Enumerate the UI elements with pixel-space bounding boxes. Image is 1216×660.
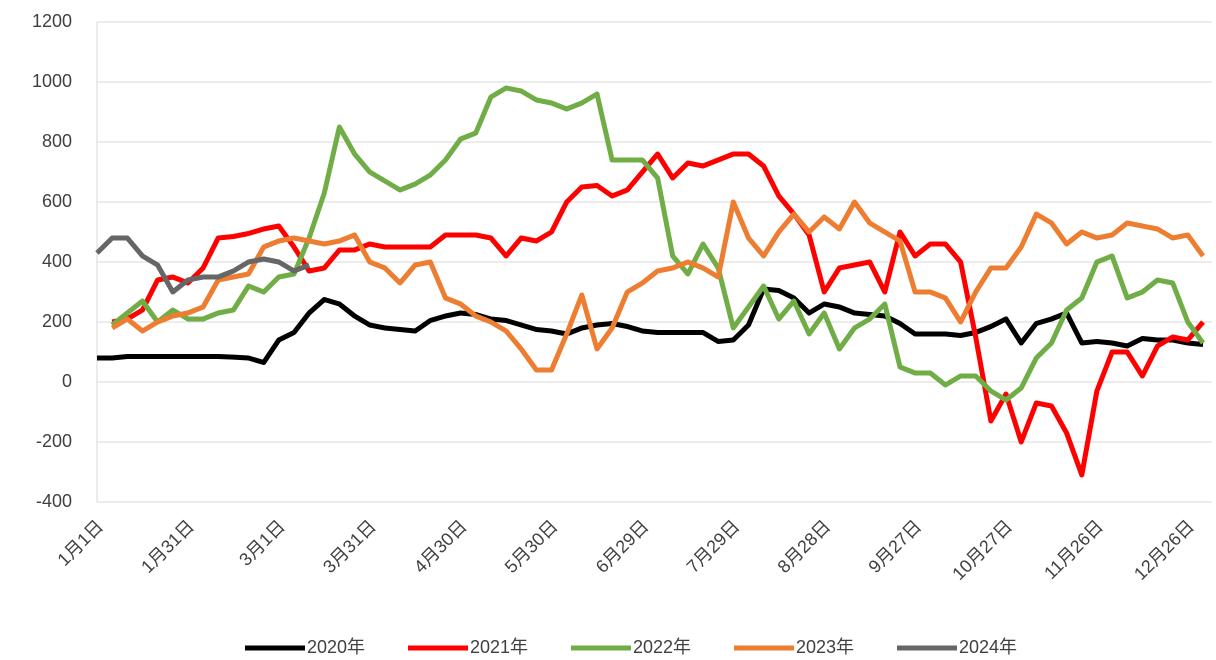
series-line (97, 286, 1204, 365)
series-line (110, 199, 1206, 373)
x-tick-label: 5月30日 (501, 516, 562, 577)
x-tick-label: 1月1日 (53, 516, 107, 570)
x-tick-label: 1月31日 (137, 516, 198, 577)
y-tick-label: 200 (42, 311, 72, 331)
x-tick-label: 3月31日 (319, 516, 380, 577)
legend-label: 2024年 (959, 637, 1017, 657)
series-line (110, 85, 1206, 403)
x-tick-label: 3月1日 (235, 516, 289, 570)
y-tick-label: -200 (36, 431, 72, 451)
x-tick-label: 11月26日 (1040, 516, 1107, 583)
legend-label: 2022年 (633, 637, 691, 657)
y-tick-label: 0 (62, 371, 72, 391)
y-tick-label: -400 (36, 491, 72, 511)
series-line (111, 151, 1205, 478)
x-tick-label: 10月27日 (948, 516, 1016, 584)
x-tick-label: 9月27日 (864, 516, 925, 577)
x-tick-label: 4月30日 (410, 516, 471, 577)
series-line (95, 235, 311, 295)
y-tick-label: 1000 (32, 71, 72, 91)
legend-label: 2023年 (796, 637, 854, 657)
x-tick-label: 7月29日 (683, 516, 744, 577)
x-tick-label: 8月28日 (774, 516, 835, 577)
legend-label: 2020年 (307, 637, 365, 657)
x-tick-label: 6月29日 (592, 516, 653, 577)
y-tick-label: 600 (42, 191, 72, 211)
y-tick-label: 400 (42, 251, 72, 271)
x-tick-label: 12月26日 (1130, 516, 1198, 584)
y-tick-label: 1200 (32, 11, 72, 31)
y-tick-label: 800 (42, 131, 72, 151)
legend-label: 2021年 (470, 637, 528, 657)
